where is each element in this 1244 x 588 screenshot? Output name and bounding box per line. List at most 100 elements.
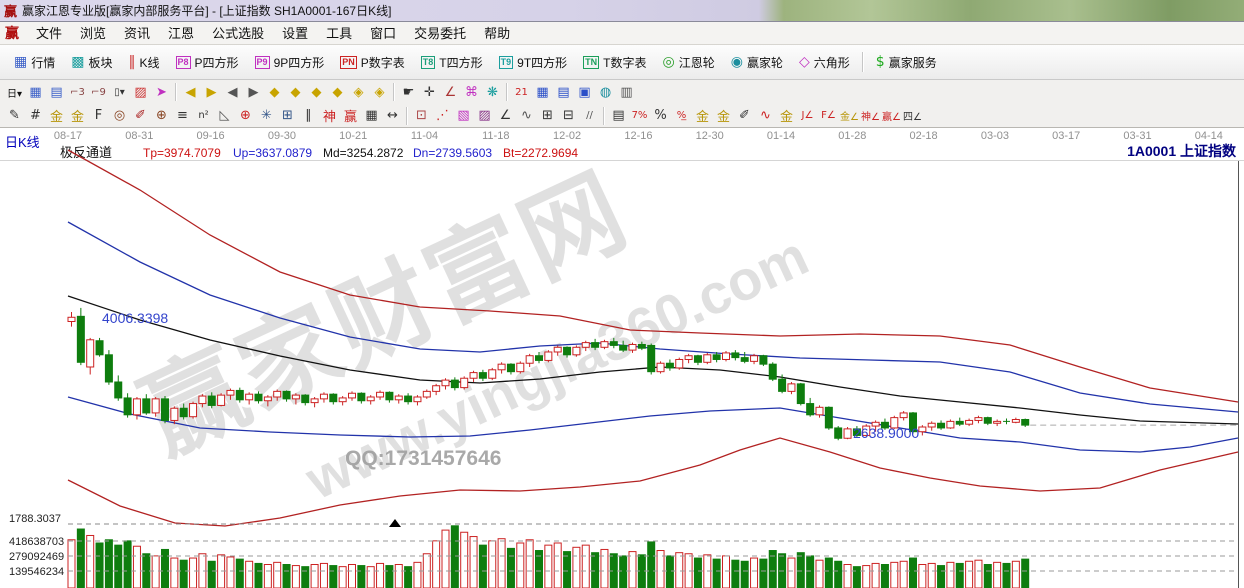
draw-pen-icon[interactable]: ✎	[9, 108, 20, 123]
toolbar-button-赢家服务[interactable]: $ 赢家服务	[868, 49, 945, 76]
ying-angle-icon[interactable]: 赢∠	[882, 112, 901, 123]
title-bar[interactable]: 赢 赢家江恩专业版[赢家内部服务平台] - [上证指数 SH1A0001-167…	[0, 0, 1244, 22]
web-globe-icon[interactable]: ◍	[599, 84, 612, 100]
mark-pen-icon[interactable]: ✐	[739, 108, 750, 123]
menu-item-4[interactable]: 公式选股	[212, 26, 265, 41]
gold-line-icon[interactable]: 金	[716, 110, 730, 125]
percent-icon[interactable]: %	[654, 108, 667, 123]
percent-7-icon[interactable]: 7%	[631, 110, 648, 121]
magenta-tool-icon[interactable]: ⌘	[465, 84, 478, 100]
calculator-icon[interactable]: ▦	[536, 84, 549, 100]
toolbar-button-label: T四方形	[439, 55, 483, 70]
info-doc-icon[interactable]: ▤	[50, 84, 63, 100]
printer-icon[interactable]: ▥	[620, 84, 633, 100]
gold-angle-icon[interactable]: 金∠	[840, 112, 859, 123]
parallel-lines-icon[interactable]: ∥	[305, 108, 312, 123]
window-grid-icon[interactable]: ▦	[29, 84, 42, 100]
shen-grid-icon[interactable]: 神	[322, 110, 336, 125]
gann-diamond-5-icon[interactable]: ◈	[353, 84, 364, 100]
four-angle-icon[interactable]: 四∠	[903, 112, 922, 123]
triangle-tool-icon[interactable]: ◺	[219, 108, 230, 123]
crosshair-tool-icon[interactable]: ✛	[424, 84, 435, 100]
j-angle-icon[interactable]: J∠	[801, 110, 814, 121]
skip-right-icon[interactable]: ▶	[206, 84, 217, 100]
mini-chart-9-icon[interactable]: ⌐9	[91, 86, 106, 98]
toolbar-button-K线[interactable]: ‖ K线	[121, 49, 168, 76]
toolbar-button-P数字表[interactable]: PN P数字表	[332, 49, 413, 76]
gold-circle-icon[interactable]: 金	[695, 110, 709, 125]
red-pen-icon[interactable]: ✐	[135, 108, 146, 123]
toolbar-button-9P四方形[interactable]: P9 9P四方形	[247, 49, 333, 76]
stats-table-icon[interactable]: ▤	[612, 108, 625, 123]
slash-lines-icon[interactable]: //	[586, 110, 593, 121]
compass-target-icon[interactable]: ⊕	[240, 108, 251, 123]
gold-grid-2-icon[interactable]: 金	[70, 110, 84, 125]
chart-area[interactable]: 赢家财富网 www.yingjia360.com QQ:1731457646 日K线 0…	[0, 128, 1244, 588]
grid-tool-icon[interactable]: #	[30, 108, 41, 123]
color-arrow-icon[interactable]: ➤	[156, 84, 167, 100]
gold-grid-1-icon[interactable]: 金	[49, 110, 63, 125]
toolbar-button-T数字表[interactable]: TN T数字表	[575, 49, 654, 76]
wave-tool-icon[interactable]: ∿	[521, 108, 532, 123]
percent-line-icon[interactable]: %̲	[676, 110, 687, 121]
toolbar-button-9T四方形[interactable]: T9 9T四方形	[491, 49, 576, 76]
toolbar-button-赢家轮[interactable]: ◉ 赢家轮	[723, 49, 791, 76]
menu-item-2[interactable]: 资讯	[124, 26, 151, 41]
toolbar-button-label: K线	[139, 55, 160, 70]
wave-red-icon[interactable]: ∿	[760, 108, 771, 123]
grid-plus-icon[interactable]: ⊞	[542, 108, 553, 123]
toolbar-button-T四方形[interactable]: T8 T四方形	[413, 49, 491, 76]
grid-minus-icon[interactable]: ⊟	[563, 108, 574, 123]
gann-diamond-2-icon[interactable]: ◆	[290, 84, 301, 100]
menu-item-0[interactable]: 文件	[36, 26, 63, 41]
web-grid-icon[interactable]: ⊞	[282, 108, 293, 123]
toolbar-button-板块[interactable]: ▩ 板块	[63, 49, 120, 76]
shen-angle-icon[interactable]: 神∠	[861, 112, 880, 123]
f-angle-icon[interactable]: F∠	[821, 110, 836, 121]
web-star-icon[interactable]: ✳	[261, 108, 272, 123]
spiral-tool-icon[interactable]: ◎	[113, 108, 126, 123]
ying-grid-icon[interactable]: 赢	[343, 110, 357, 125]
gann-diamond-4-icon[interactable]: ◆	[332, 84, 343, 100]
span-arrows-icon[interactable]: ↔	[387, 108, 398, 123]
square-numbers-icon[interactable]: n²	[198, 110, 209, 121]
cross-box-icon[interactable]: ▨	[478, 108, 491, 123]
pattern-red-icon[interactable]: ▨	[134, 84, 147, 100]
page-right-icon[interactable]: ▶	[248, 84, 259, 100]
toolbar-button-P四方形[interactable]: P8 P四方形	[168, 49, 247, 76]
volume-bar	[563, 551, 572, 588]
fib-grid-icon[interactable]: F	[94, 108, 103, 123]
skip-left-icon[interactable]: ◀	[185, 84, 196, 100]
hatch-box-icon[interactable]: ▧	[457, 108, 470, 123]
page-left-icon[interactable]: ◀	[227, 84, 238, 100]
lines-tool-icon[interactable]: ≡	[177, 108, 188, 123]
gann-diamond-6-icon[interactable]: ◈	[374, 84, 385, 100]
menu-item-6[interactable]: 工具	[326, 26, 353, 41]
menu-item-7[interactable]: 窗口	[370, 26, 397, 41]
save-floppy-icon[interactable]: ▣	[578, 84, 591, 100]
toolbar-button-行情[interactable]: ▦ 行情	[6, 49, 63, 76]
angle-tool-icon[interactable]: ∠	[444, 84, 457, 100]
menu-item-3[interactable]: 江恩	[168, 26, 195, 41]
period-day-icon[interactable]: 日▾	[6, 88, 23, 100]
gold-angle-base-icon[interactable]: 金	[779, 110, 793, 125]
menu-item-1[interactable]: 浏览	[80, 26, 107, 41]
menu-item-9[interactable]: 帮助	[484, 26, 511, 41]
calendar-21-icon[interactable]: 21	[515, 86, 528, 98]
candle-style-icon[interactable]: ▯▾	[114, 86, 125, 98]
dense-grid-icon[interactable]: ▦	[365, 108, 378, 123]
hand-tool-icon[interactable]: ☛	[402, 84, 415, 100]
menu-item-8[interactable]: 交易委托	[414, 26, 467, 41]
fan-lines-icon[interactable]: ⋰	[436, 108, 449, 123]
toolbar-button-江恩轮[interactable]: ◎ 江恩轮	[655, 49, 723, 76]
box-tool-icon[interactable]: ⊡	[416, 108, 427, 123]
gann-diamond-3-icon[interactable]: ◆	[311, 84, 322, 100]
toolbar-button-六角形[interactable]: ◇ 六角形	[791, 49, 858, 76]
circle-grid-icon[interactable]: ⊕	[156, 108, 167, 123]
menu-item-5[interactable]: 设置	[282, 26, 309, 41]
teal-tool-icon[interactable]: ❋	[487, 84, 498, 100]
gann-diamond-1-icon[interactable]: ◆	[269, 84, 280, 100]
mini-chart-3-icon[interactable]: ⌐3	[70, 86, 85, 98]
trend-angle-icon[interactable]: ∠	[499, 108, 512, 123]
quote-list-icon[interactable]: ▤	[557, 84, 570, 100]
